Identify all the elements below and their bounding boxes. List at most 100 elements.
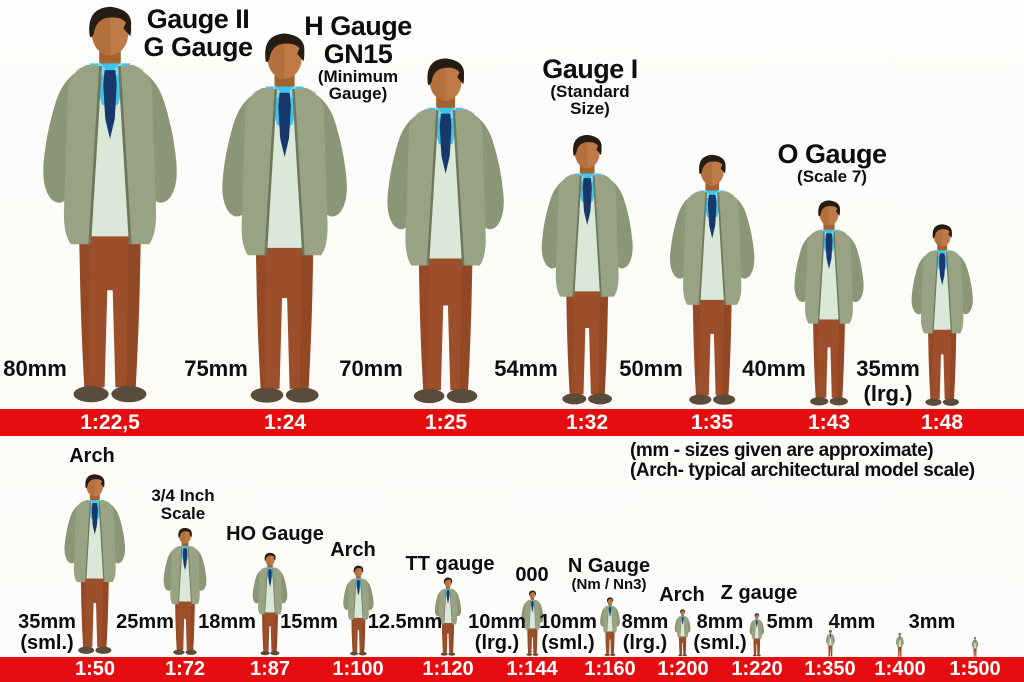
gauge-name-label: O Gauge (Scale 7) (777, 139, 887, 186)
mm-size-line: 35mm (18, 611, 76, 633)
note-mm-approximate: (mm - sizes given are approximate) (630, 440, 934, 461)
gauge-name-line: 3/4 Inch (151, 486, 215, 505)
gauge-name-line: Arch (659, 584, 705, 606)
scale-ratio-label: 1:500 (949, 658, 1001, 680)
mm-size-line: 3mm (908, 611, 956, 633)
gauge-name-label: HO Gauge (226, 524, 324, 545)
gauge-name-line: HO Gauge (226, 523, 324, 545)
gauge-name-line: G Gauge (143, 32, 253, 62)
mm-size-label: 75mm (184, 356, 248, 381)
gauge-name-label: Z gauge (721, 583, 798, 604)
mm-size-line: 75mm (184, 356, 248, 381)
scale-ratio-label: 1:350 (804, 658, 856, 680)
mm-size-line: (sml.) (541, 632, 595, 654)
mm-size-label: 50mm (619, 356, 683, 381)
scale-ratio-label: 1:200 (657, 658, 709, 680)
mm-size-line: 50mm (619, 356, 683, 381)
mm-size-label: 35mm (lrg.) (856, 356, 920, 406)
mm-size-line: 5mm (766, 611, 814, 633)
scale-ratio-label: 1:160 (584, 658, 636, 680)
model-figure-1-87 (252, 552, 288, 656)
gauge-subtitle-line: (Scale 7) (797, 167, 867, 186)
gauge-subtitle-line: Gauge) (328, 84, 388, 103)
gauge-name-line: TT gauge (405, 553, 495, 575)
mm-size-label: 80mm (3, 356, 67, 381)
scale-ratio-label: 1:50 (74, 658, 116, 680)
mm-size-line: 4mm (828, 611, 876, 633)
gauge-name-line: Arch (330, 539, 376, 561)
model-figure-1-22-5 (41, 5, 179, 404)
model-figure-1-350 (825, 630, 835, 657)
notes: (mm - sizes given are approximate) (Arch… (630, 441, 975, 481)
scale-ratio-label: 1:100 (332, 658, 384, 680)
mm-size-label: 4mm (829, 612, 876, 633)
mm-size-line: (lrg.) (474, 632, 520, 654)
scale-ratio-label: 1:87 (249, 658, 291, 680)
scale-ratio-label: 1:43 (807, 411, 851, 434)
mm-size-line: 10mm (468, 611, 526, 633)
mm-size-line: (lrg.) (622, 632, 668, 654)
mm-size-line: 25mm (116, 611, 174, 633)
mm-size-line: 40mm (742, 356, 806, 381)
gauge-name-line: H Gauge (304, 11, 412, 41)
gauge-name-line: Gauge I (542, 54, 638, 84)
gauge-name-label: Gauge II G Gauge (143, 4, 253, 62)
model-figure-1-200 (674, 609, 692, 657)
mm-size-label: 12.5mm (368, 612, 443, 633)
gauge-name-label: 000 (515, 565, 548, 586)
mm-size-line: 15mm (280, 611, 338, 633)
scale-ratio-label: 1:25 (424, 411, 468, 434)
gauge-name-line: Z gauge (720, 582, 798, 604)
mm-size-line: 35mm (856, 356, 920, 381)
bottom-scale-band (0, 657, 1024, 682)
scale-ratio-label: 1:22,5 (80, 411, 140, 434)
gauge-name-line: 000 (515, 564, 549, 586)
gauge-subtitle-line: (Nm / Nn3) (571, 576, 647, 593)
mm-size-line: 8mm (696, 611, 744, 633)
scale-ratio-label: 1:24 (263, 411, 307, 434)
mm-size-label: 18mm (198, 612, 256, 633)
scale-ratio-label: 1:35 (690, 411, 734, 434)
mm-size-label: 35mm (sml.) (18, 612, 76, 654)
mm-size-label: 8mm (lrg.) (622, 612, 669, 654)
gauge-name-label: Gauge I (Standard Size) (542, 55, 638, 117)
mm-size-line: 12.5mm (367, 611, 443, 633)
model-figure-1-72 (163, 527, 207, 656)
gauge-name-label: TT gauge (406, 554, 495, 575)
model-figure-1-220 (749, 613, 765, 657)
scale-ratio-label: 1:120 (422, 658, 474, 680)
gauge-name-line: Arch (69, 445, 115, 467)
mm-size-label: 3mm (909, 612, 956, 633)
note-arch-definition: (Arch- typical architectural model scale… (630, 460, 975, 481)
scale-ratio-label: 1:144 (506, 658, 558, 680)
top-scale-band (0, 409, 1024, 436)
mm-size-label: 40mm (742, 356, 806, 381)
mm-size-line: 8mm (621, 611, 669, 633)
mm-size-label: 8mm (sml.) (693, 612, 746, 654)
gauge-subtitle-line: (Standard (550, 82, 630, 101)
scale-ratio-label: 1:72 (164, 658, 206, 680)
gauge-name-line: Gauge II (146, 4, 250, 34)
mm-size-line: 80mm (3, 356, 67, 381)
gauge-name-label: 3/4 Inch Scale (151, 487, 214, 523)
gauge-name-label: Arch (659, 585, 705, 606)
mm-size-line: (sml.) (20, 632, 74, 654)
mm-size-label: 15mm (280, 612, 338, 633)
model-figure-1-400 (895, 633, 905, 657)
model-figure-1-160 (599, 597, 621, 657)
mm-size-line: 54mm (494, 356, 558, 381)
gauge-name-line: N Gauge (567, 555, 651, 577)
mm-size-label: 70mm (339, 356, 403, 381)
model-figure-1-500 (971, 637, 979, 657)
mm-size-line: 70mm (339, 356, 403, 381)
mm-size-label: 10mm (sml.) (539, 612, 597, 654)
gauge-name-line: Scale (160, 504, 206, 523)
gauge-name-line: O Gauge (777, 139, 887, 169)
gauge-subtitle-line: Size) (570, 99, 610, 118)
mm-size-label: 5mm (767, 612, 814, 633)
mm-size-line: (sml.) (693, 632, 747, 654)
gauge-name-label: N Gauge (Nm / Nn3) (567, 555, 651, 593)
gauge-name-label: Arch (69, 446, 115, 467)
mm-size-label: 25mm (116, 612, 174, 633)
